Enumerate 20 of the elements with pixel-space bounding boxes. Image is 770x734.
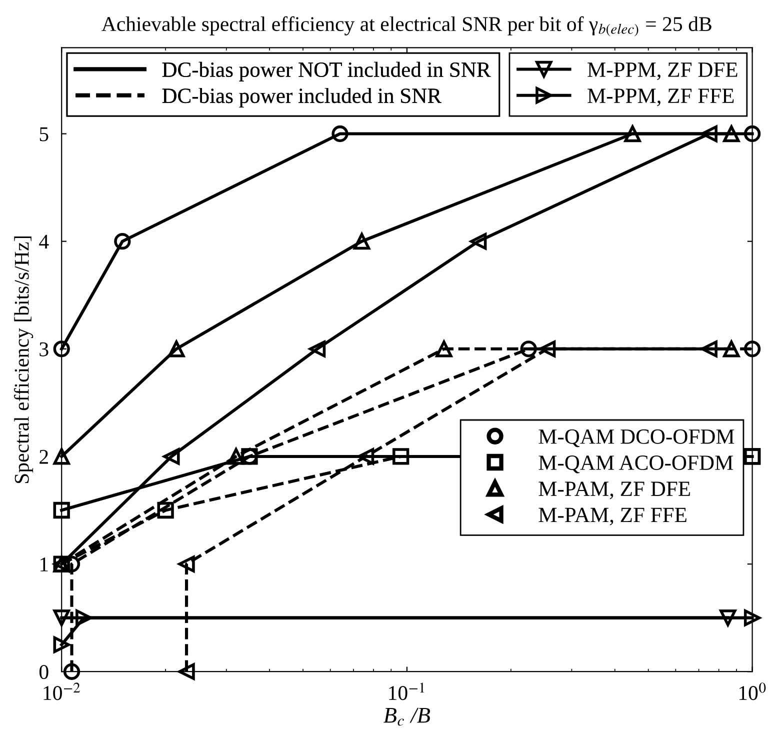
x-tick-label: 10$^{0}$ [739,682,766,700]
y-axis-title: Spectral efficiency [bits/s/Hz] [14,236,34,484]
y-tick-label: 0 [39,664,48,680]
y-tick-label: 4 [39,234,49,249]
legend-label: M-QAM DCO-OFDM [538,429,734,448]
y-tick-label: 5 [40,127,48,142]
legend-label: M-PPM, ZF FFE [588,88,734,106]
x-tick-label: 10$^{−2}$ [44,682,80,700]
annotation: DC-bias power NOT included in SNR [162,62,491,82]
legend-label: M-PAM, ZF DFE [538,482,690,500]
y-tick-label: 1 [40,558,48,572]
annotation: DC-bias power included in SNR [162,88,442,108]
legend-label: M-QAM ACO-OFDM [538,456,734,474]
chart-title: Achievable spectral efficiency at electrical SNR per bit of γ$_{b(elec)}$ = 25 dB [102,16,712,36]
y-tick-label: 2 [40,450,48,464]
x-axis-title: B$_{c}$ /B [384,708,430,726]
legend-label: M-PPM, ZF DFE [588,62,738,80]
legend-label: M-PAM, ZF FFE [538,508,686,526]
y-tick-label: 3 [40,342,48,356]
x-tick-label: 10$^{−1}$ [389,682,424,700]
